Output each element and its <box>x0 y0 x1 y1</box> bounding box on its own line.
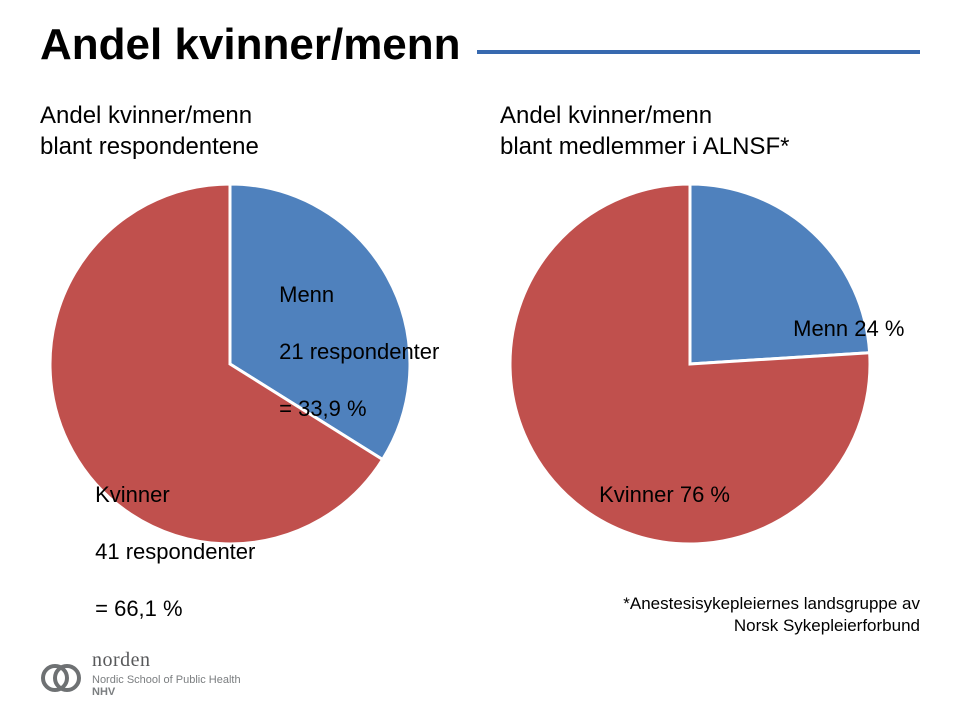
chart-left-col: Andel kvinner/menn blant respondentene M… <box>40 100 460 554</box>
pie-left-kvinner-line3: = 66,1 % <box>95 596 182 621</box>
footer: norden Nordic School of Public Health NH… <box>40 649 241 699</box>
charts-row: Andel kvinner/menn blant respondentene M… <box>40 100 920 554</box>
footnote-line2: Norsk Sykepleierforbund <box>734 616 920 635</box>
footer-sub: Nordic School of Public Health <box>92 674 241 687</box>
footnote-line1: *Anestesisykepleiernes landsgruppe av <box>623 594 920 613</box>
title-rule <box>477 50 920 54</box>
footer-brand: norden <box>92 649 241 672</box>
footer-text: norden Nordic School of Public Health NH… <box>92 649 241 699</box>
chart-right-subtitle-line1: Andel kvinner/menn <box>500 102 712 129</box>
footer-nhv: NHV <box>92 686 241 699</box>
pie-right-menn-label: Menn 24 % <box>732 286 904 372</box>
pie-left-menn-line3: = 33,9 % <box>279 396 366 421</box>
pie-left-kvinner-line2: 41 respondenter <box>95 539 255 564</box>
pie-left-menn-line2: 21 respondenter <box>279 339 439 364</box>
pie-left-menn-line1: Menn <box>279 282 334 307</box>
pie-left-kvinner-line1: Kvinner <box>95 482 170 507</box>
chart-right-col: Andel kvinner/menn blant medlemmer i ALN… <box>500 100 920 554</box>
chart-right-wrap: Menn 24 % Kvinner 76 % <box>500 174 880 554</box>
slide: Andel kvinner/menn Andel kvinner/menn bl… <box>0 0 960 717</box>
chart-left-wrap: Menn 21 respondenter = 33,9 % Kvinner 41… <box>40 174 420 554</box>
chart-right-subtitle-line2: blant medlemmer i ALNSF* <box>500 133 789 160</box>
chart-right-subtitle: Andel kvinner/menn blant medlemmer i ALN… <box>500 100 789 162</box>
chart-left-subtitle: Andel kvinner/menn blant respondentene <box>40 100 259 162</box>
pie-left-kvinner-label: Kvinner 41 respondenter = 66,1 % <box>34 452 255 652</box>
page-title: Andel kvinner/menn <box>40 20 461 70</box>
norden-logo-icon <box>40 657 82 699</box>
footnote: *Anestesisykepleiernes landsgruppe av No… <box>623 593 920 637</box>
chart-left-subtitle-line2: blant respondentene <box>40 133 259 160</box>
pie-right-kvinner-label: Kvinner 76 % <box>538 452 730 538</box>
pie-right-menn-text: Menn 24 % <box>793 316 904 341</box>
pie-left-menn-label: Menn 21 respondenter = 33,9 % <box>218 252 439 452</box>
chart-left-subtitle-line1: Andel kvinner/menn <box>40 102 252 129</box>
pie-right-kvinner-text: Kvinner 76 % <box>599 482 730 507</box>
title-row: Andel kvinner/menn <box>40 20 920 70</box>
